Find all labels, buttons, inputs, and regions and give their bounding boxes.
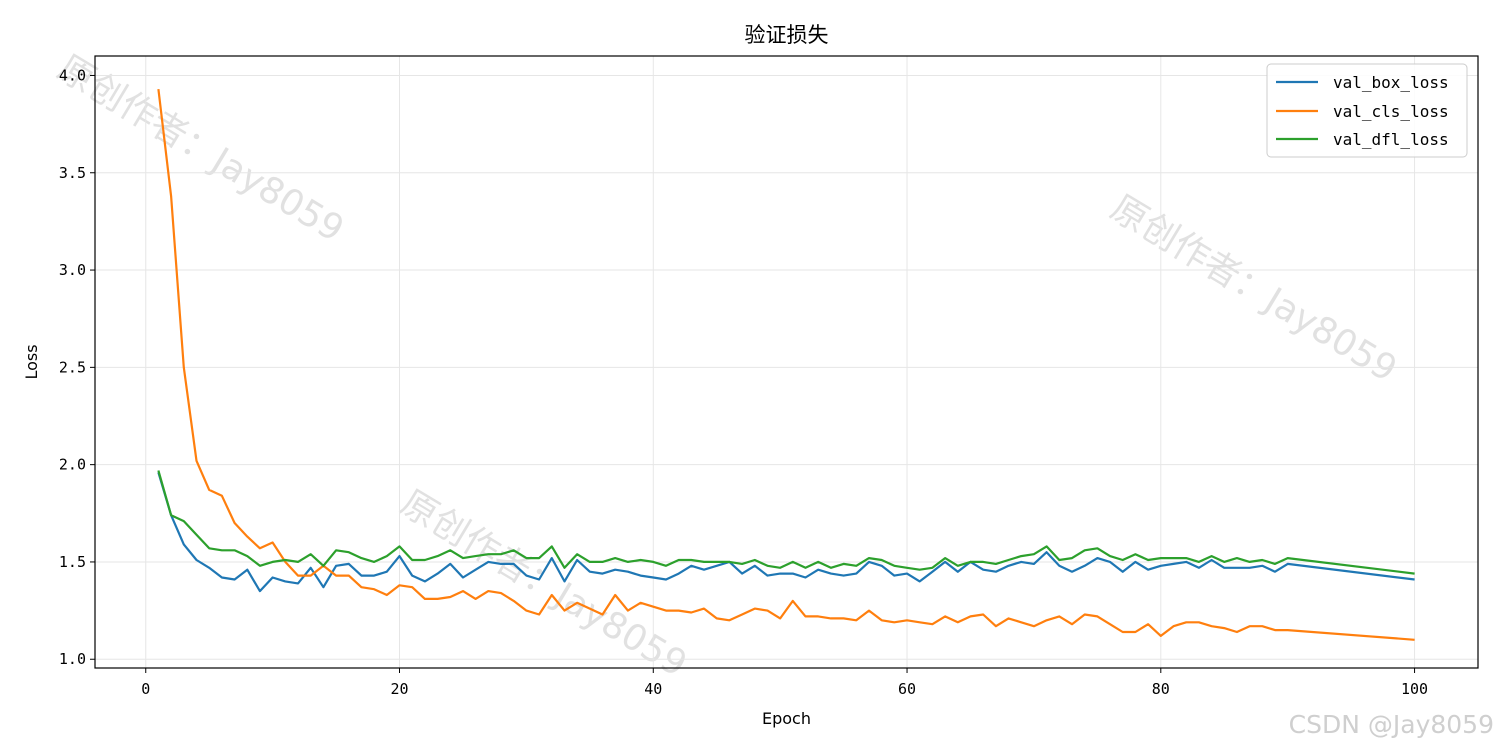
y-tick-label: 1.0 <box>59 650 86 668</box>
series-line-val-cls-loss <box>157 88 1415 641</box>
axis-ticks: 0 20 40 60 80 100 1.0 1.5 2.0 2.5 3.0 3.5 4.0 <box>59 66 1428 698</box>
x-tick-label: 0 <box>141 680 150 698</box>
x-tick-label: 100 <box>1401 680 1428 698</box>
y-axis-label: Loss <box>22 344 41 379</box>
legend-box <box>1266 63 1468 158</box>
legend-label-val-dfl-loss: val_dfl_loss <box>1333 130 1449 149</box>
x-axis-label: Epoch <box>762 709 811 728</box>
x-tick-label: 20 <box>390 680 408 698</box>
y-tick-label: 2.0 <box>59 456 86 474</box>
legend: val_box_loss val_cls_loss val_dfl_loss <box>1266 63 1468 158</box>
grid <box>95 56 1478 668</box>
x-tick-label: 60 <box>898 680 916 698</box>
x-tick-label: 40 <box>644 680 662 698</box>
plot-lines <box>157 88 1415 641</box>
y-tick-label: 2.5 <box>59 358 86 376</box>
y-tick-label: 3.5 <box>59 164 86 182</box>
y-tick-label: 3.0 <box>59 261 86 279</box>
series-line-val-dfl-loss <box>157 470 1415 575</box>
credit-watermark: CSDN @Jay8059 <box>1289 710 1494 739</box>
y-tick-label: 4.0 <box>59 66 86 84</box>
legend-label-val-cls-loss: val_cls_loss <box>1333 102 1449 121</box>
legend-label-val-box-loss: val_box_loss <box>1333 73 1449 92</box>
x-tick-label: 80 <box>1152 680 1170 698</box>
plot-frame <box>94 55 1479 669</box>
y-tick-label: 1.5 <box>59 553 86 571</box>
chart-title: 验证损失 <box>745 23 829 47</box>
